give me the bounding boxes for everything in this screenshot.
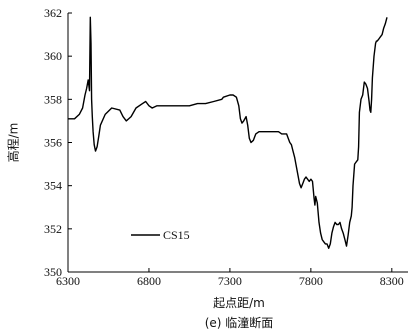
legend: CS15 (131, 228, 190, 242)
y-tick-label: 356 (44, 136, 62, 150)
y-tick-label: 350 (44, 265, 62, 279)
x-tick-label: 7800 (299, 274, 323, 288)
y-ticks: 350 352 354 356 358 360 362 (44, 6, 72, 279)
legend-label-cs15: CS15 (163, 228, 190, 242)
y-tick-label: 358 (44, 92, 62, 106)
x-ticks: 6300 6800 7300 7800 8300 (56, 268, 404, 288)
y-tick-label: 362 (44, 6, 62, 20)
series-group (68, 16, 388, 250)
y-tick-label: 354 (44, 179, 62, 193)
y-axis-label: 高程/m (6, 123, 21, 163)
x-tick-label: 6800 (137, 274, 161, 288)
axes (67, 13, 408, 273)
x-axis-label: 起点距/m (213, 296, 265, 310)
x-tick-label: 8300 (380, 274, 404, 288)
y-tick-label: 352 (44, 222, 62, 236)
x-tick-label: 6300 (56, 274, 80, 288)
y-tick-label: 360 (44, 49, 62, 63)
series-line-cs15 (68, 16, 388, 250)
chart-title: (e) 临潼断面 (205, 315, 274, 330)
x-tick-label: 7300 (218, 274, 242, 288)
